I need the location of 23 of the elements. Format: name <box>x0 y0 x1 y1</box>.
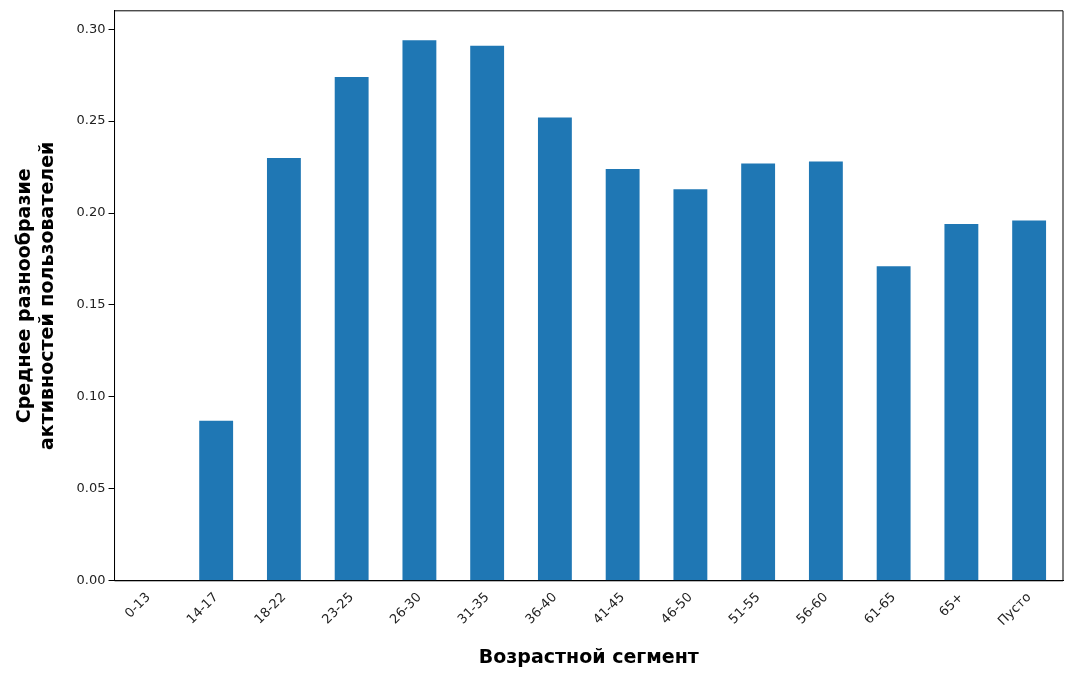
x-axis-title: Возрастной сегмент <box>478 644 699 667</box>
y-tick-label: 0.25 <box>76 112 106 128</box>
y-tick-label: 0.20 <box>76 204 106 220</box>
bar <box>537 117 572 581</box>
bar <box>199 420 234 581</box>
y-tick-label: 0.10 <box>76 388 106 404</box>
bar <box>334 76 369 581</box>
bar <box>470 45 505 581</box>
bar <box>1012 220 1047 581</box>
bar <box>741 163 776 581</box>
y-tick-label: 0.15 <box>76 296 106 312</box>
bar <box>266 157 301 581</box>
y-tick-label: 0.30 <box>76 20 106 36</box>
y-tick-label: 0.00 <box>76 572 106 588</box>
bar <box>944 224 979 581</box>
y-tick-label: 0.05 <box>76 480 106 496</box>
bar <box>808 161 843 581</box>
bar <box>673 189 708 581</box>
bar <box>402 40 437 581</box>
y-axis-title: Среднее разнообразие активностей пользователей <box>12 141 58 450</box>
bar <box>876 266 911 581</box>
x-tick-label: 65+ <box>935 589 966 620</box>
bar <box>605 168 640 581</box>
